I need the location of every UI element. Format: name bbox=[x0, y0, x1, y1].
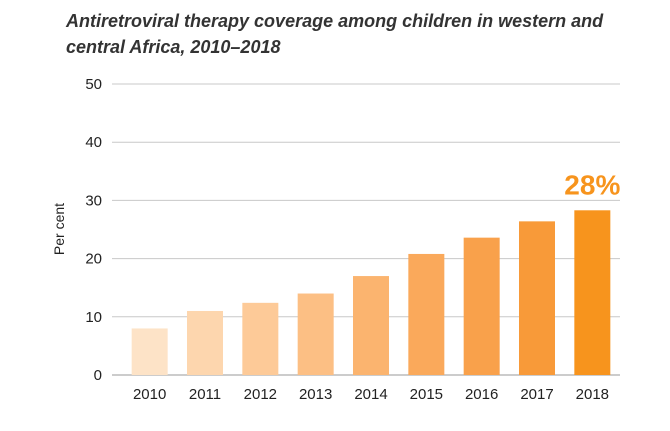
y-tick-label: 50 bbox=[85, 76, 102, 93]
y-tick-label: 0 bbox=[94, 367, 102, 384]
x-tick-label: 2010 bbox=[133, 386, 166, 403]
x-tick-label: 2018 bbox=[576, 386, 609, 403]
bar-2017 bbox=[519, 221, 555, 375]
y-axis-ticks: 0 10 20 30 40 50 bbox=[85, 76, 102, 384]
x-tick-label: 2017 bbox=[520, 386, 553, 403]
bars bbox=[131, 210, 611, 375]
bar-2010 bbox=[131, 328, 168, 375]
bar-2011 bbox=[187, 310, 223, 375]
y-axis-label: Per cent bbox=[51, 203, 67, 255]
bar-2012 bbox=[242, 302, 279, 375]
bar-2014 bbox=[353, 276, 389, 375]
highlight-value-label: 28% bbox=[564, 169, 620, 200]
bar-2018 bbox=[574, 210, 611, 375]
bar-2016 bbox=[463, 237, 500, 375]
bar-2015 bbox=[408, 253, 445, 375]
y-tick-label: 30 bbox=[85, 192, 102, 209]
y-tick-label: 10 bbox=[85, 309, 102, 326]
chart-title: Antiretroviral therapy coverage among ch… bbox=[66, 11, 604, 57]
bar-2013 bbox=[297, 293, 334, 375]
x-tick-label: 2011 bbox=[189, 386, 221, 403]
x-tick-label: 2014 bbox=[354, 386, 387, 403]
x-tick-label: 2015 bbox=[410, 386, 443, 403]
y-tick-label: 40 bbox=[85, 134, 102, 151]
y-tick-label: 20 bbox=[85, 251, 102, 268]
x-tick-label: 2016 bbox=[465, 386, 498, 403]
x-axis-ticks: 2010 2011 2012 2013 2014 2015 2016 2017 2018 bbox=[133, 386, 609, 403]
x-tick-label: 2012 bbox=[244, 386, 277, 403]
x-tick-label: 2013 bbox=[299, 386, 332, 403]
